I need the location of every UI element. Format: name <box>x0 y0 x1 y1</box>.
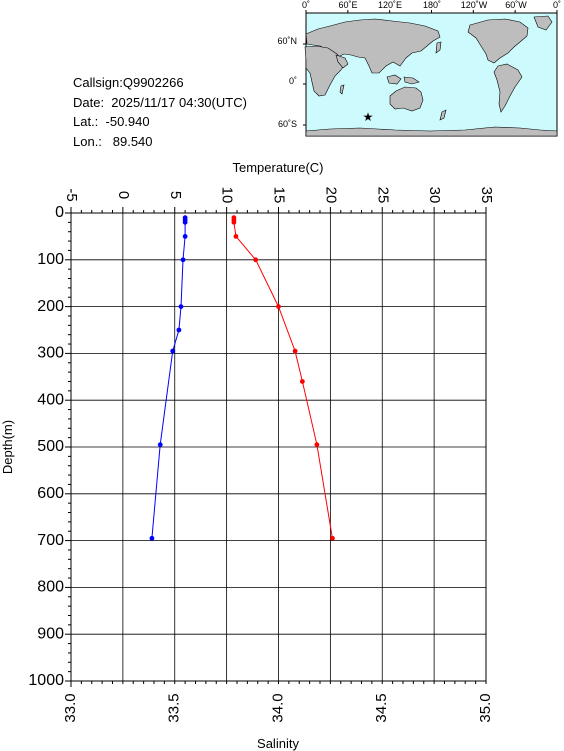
temperature-point-2 <box>231 219 237 225</box>
salinity-axis-title: Salinity <box>257 736 299 751</box>
salinity-point-9 <box>149 535 155 541</box>
depth-tick-label-10: 1000 <box>28 672 64 689</box>
callsign-label: Callsign:Q9902266 <box>73 75 184 90</box>
temperature-point-6 <box>292 348 298 354</box>
salinity-tick-label-1: 33.5 <box>166 693 183 722</box>
depth-tick-label-5: 500 <box>37 438 64 455</box>
map-lon-label-0: 0˚ <box>302 0 310 10</box>
salinity-tick-label-2: 34.0 <box>269 693 286 722</box>
depth-ticks: 0 100 200 300 400 500 600 700 800 900 1000 <box>28 204 71 689</box>
temperature-ticks: -5 0 5 10 15 20 25 30 35 <box>63 187 495 213</box>
depth-tick-label-7: 700 <box>37 532 64 549</box>
temperature-tick-label-5: 20 <box>322 187 339 204</box>
depth-tick-label-8: 800 <box>37 579 64 596</box>
longitude-label: Lon.: 89.540 <box>73 133 153 149</box>
temperature-tick-label-1: 0 <box>115 191 132 199</box>
salinity-point-2 <box>182 219 188 225</box>
temperature-tick-label-3: 10 <box>219 187 236 204</box>
station-marker: ★ <box>363 110 374 124</box>
map-lon-label-60e: 60˚E <box>338 0 357 10</box>
salinity-tick-label-0: 33.0 <box>62 693 79 722</box>
map-ticks <box>303 10 558 126</box>
map-lat-labels: 60˚N 0˚ 60˚S <box>277 36 297 129</box>
map-lon-labels: 0˚ 60˚E 120˚E 180˚ 120˚W 60˚W 0˚ <box>302 0 561 10</box>
salinity-tick-label-3: 34.5 <box>373 693 390 722</box>
chart-grid <box>70 212 487 682</box>
map-lon-label-120e: 120˚E <box>378 0 402 10</box>
depth-tick-label-6: 600 <box>37 485 64 502</box>
map-lat-label-60s: 60˚S <box>278 119 297 129</box>
salinity-point-4 <box>180 257 186 263</box>
map-lat-label-0: 0˚ <box>289 76 297 86</box>
salinity-point-0 <box>182 215 188 221</box>
depth-tick-label-4: 400 <box>37 391 64 408</box>
temperature-axis-title: Temperature(C) <box>232 160 323 175</box>
latitude-label: Lat.: -50.940 <box>73 114 150 129</box>
temperature-point-9 <box>330 535 335 541</box>
salinity-point-6 <box>176 327 182 333</box>
temperature-point-1 <box>231 217 237 223</box>
salinity-point-7 <box>170 348 176 354</box>
salinity-point-8 <box>157 442 163 448</box>
map-land <box>304 15 558 137</box>
temperature-tick-label-2: 5 <box>167 191 184 199</box>
temperature-point-0 <box>231 215 237 221</box>
map-lon-label-180: 180˚ <box>423 0 441 10</box>
plot-frame <box>70 212 487 682</box>
depth-tick-label-1: 100 <box>37 251 64 268</box>
map-lon-label-120w: 120˚W <box>461 0 488 10</box>
temperature-point-4 <box>253 257 259 263</box>
station-info: Callsign:Q9902266 Date: 2025/11/17 04:30… <box>73 73 247 151</box>
depth-tick-label-0: 0 <box>55 204 64 221</box>
date-label: Date: 2025/11/17 04:30(UTC) <box>73 94 247 110</box>
salinity-point-1 <box>182 217 188 223</box>
series-layer <box>149 215 335 541</box>
temperature-tick-label-6: 25 <box>374 187 391 204</box>
temperature-tick-label-0: -5 <box>63 188 80 201</box>
temperature-point-5 <box>276 304 281 309</box>
temperature-point-8 <box>314 442 320 448</box>
temperature-point-3 <box>233 234 239 239</box>
salinity-point-5 <box>178 304 184 309</box>
depth-tick-label-9: 900 <box>37 625 64 642</box>
map-lon-label-360: 0˚ <box>553 0 561 10</box>
map-lon-label-60w: 60˚W <box>505 0 527 10</box>
depth-axis-title: Depth(m) <box>0 420 15 474</box>
salinity-tick-label-4: 35.0 <box>477 693 494 722</box>
temperature-tick-label-7: 30 <box>426 187 443 204</box>
world-map: 0˚ 60˚E 120˚E 180˚ 120˚W 60˚W 0˚ 60˚N 0˚… <box>277 0 561 137</box>
map-lat-label-60n: 60˚N <box>277 36 297 46</box>
temperature-tick-label-4: 15 <box>271 187 288 204</box>
depth-tick-label-2: 200 <box>37 298 64 315</box>
temperature-point-7 <box>299 379 305 384</box>
temperature-line <box>233 217 333 539</box>
salinity-line <box>151 217 186 539</box>
salinity-point-3 <box>182 234 188 239</box>
salinity-ticks: 33.0 33.5 34.0 34.5 35.0 <box>62 681 494 723</box>
depth-tick-label-3: 300 <box>37 345 64 362</box>
temperature-tick-label-8: 35 <box>478 187 495 204</box>
